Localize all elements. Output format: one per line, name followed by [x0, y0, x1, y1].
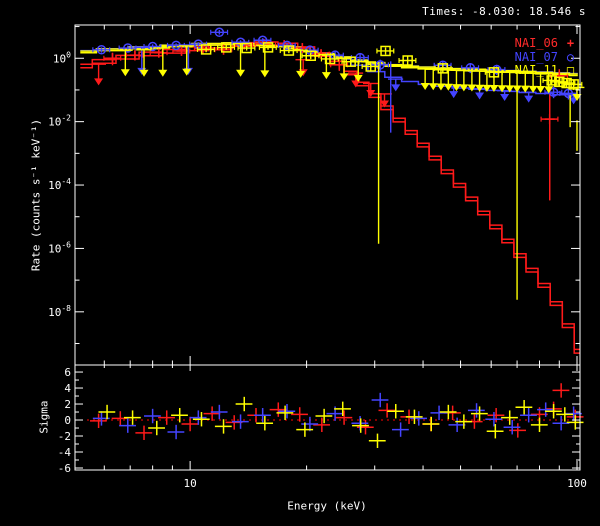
y-axis-label-sigma: Sigma [37, 400, 51, 434]
times-label: Times: -8.030: 18.546 s [422, 5, 586, 18]
x-axis-label-energy: Energy (keV) [287, 499, 367, 513]
legend-item-nai11: NAI_11 □ [514, 63, 578, 78]
svg-text:-6: -6 [58, 462, 71, 475]
svg-text:4: 4 [64, 382, 71, 395]
legend: NAI_06 + NAI_07 ○ NAI_11 □ [514, 36, 578, 78]
svg-text:10-2: 10-2 [48, 114, 71, 129]
svg-text:10: 10 [183, 477, 196, 490]
model-curves [80, 41, 580, 354]
square-marker-icon: □ [566, 63, 575, 77]
svg-text:100: 100 [53, 50, 71, 65]
sigma-residuals [75, 383, 584, 449]
svg-text:10-8: 10-8 [48, 304, 71, 319]
legend-label: NAI_07 [514, 49, 558, 64]
svg-text:2: 2 [64, 398, 71, 411]
svg-text:-2: -2 [58, 430, 71, 443]
legend-label: NAI_06 [514, 36, 558, 50]
plot-frames [74, 24, 581, 471]
y-axis-label-rate: Rate (counts s⁻¹ keV⁻¹) [29, 118, 43, 272]
svg-text:0: 0 [64, 414, 71, 427]
plus-marker-icon: + [566, 36, 575, 50]
svg-text:100: 100 [567, 477, 587, 490]
legend-item-nai07: NAI_07 ○ [514, 49, 578, 65]
legend-label: NAI_11 [514, 63, 558, 77]
svg-text:6: 6 [64, 366, 71, 379]
svg-text:-4: -4 [58, 446, 72, 459]
svg-text:10-4: 10-4 [48, 177, 71, 192]
axis-ticks: 10 100 100 10-2 10-4 10-6 10-8 -6 -4 -2 0 2 4 6 [48, 25, 587, 490]
series-NAI_07 [92, 27, 582, 133]
svg-text:10-6: 10-6 [48, 240, 71, 255]
circle-marker-icon: ○ [566, 49, 575, 64]
series-NAI_06 [90, 38, 569, 201]
legend-item-nai06: NAI_06 + [514, 36, 578, 51]
series-NAI_11 [117, 42, 585, 300]
